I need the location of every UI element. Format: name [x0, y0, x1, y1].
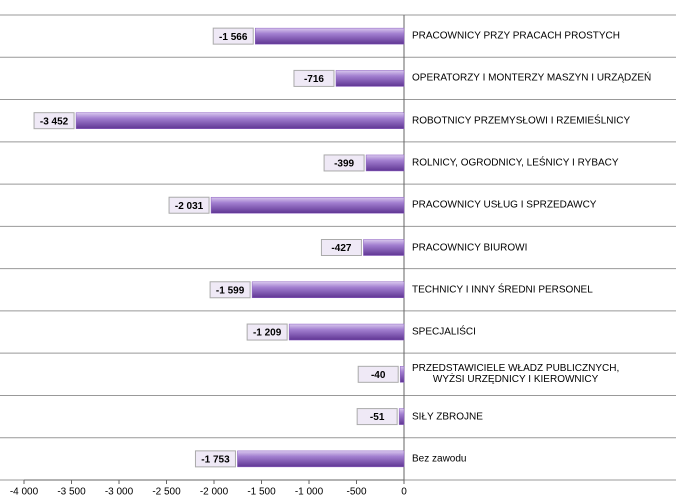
bar [365, 154, 405, 172]
value-label: -40 [371, 370, 386, 381]
value-label: -51 [370, 412, 385, 423]
bar [237, 450, 405, 468]
x-tick-label: -1 000 [295, 487, 324, 498]
bar [254, 27, 405, 45]
category-label: PRACOWNICY PRZY PRACACH PROSTYCH [412, 30, 620, 42]
value-label-box [209, 281, 251, 299]
value-label-box [168, 196, 210, 214]
value-label: -427 [331, 243, 351, 254]
category-label: TECHNICY I INNY ŚREDNI PERSONEL [412, 284, 593, 296]
bar [399, 366, 405, 383]
value-label: -1 753 [201, 455, 230, 466]
category-label: Bez zawodu [412, 453, 467, 465]
x-tick-label: -2 500 [152, 487, 181, 498]
category-label: PRZEDSTAWICIELE WŁADZ PUBLICZNYCH, WYŻSI… [412, 363, 620, 386]
x-tick-label: -3 000 [105, 487, 134, 498]
category-label: SPECJALIŚCI [412, 326, 476, 338]
value-label-box [323, 154, 365, 172]
x-tick-label: -500 [346, 487, 366, 498]
value-label-box [194, 450, 236, 468]
x-tick-label: 0 [401, 487, 407, 498]
category-label: SIŁY ZBROJNE [412, 411, 483, 423]
value-label: -1 599 [216, 285, 245, 296]
category-label: ROBOTNICY PRZEMYSŁOWI I RZEMIEŚLNICY [412, 115, 631, 127]
bar [288, 323, 405, 341]
category-label: OPERATORZY I MONTERZY MASZYN I URZĄDZEŃ [412, 72, 652, 84]
value-label-box [320, 239, 362, 256]
value-label: -716 [304, 74, 324, 85]
value-label-box [357, 365, 399, 383]
x-tick-label: -3 500 [57, 487, 86, 498]
bar [363, 239, 405, 256]
value-label-box [293, 69, 335, 87]
x-tick-label: -1 500 [247, 487, 276, 498]
value-label: -1 209 [253, 328, 282, 339]
value-label-box [246, 323, 288, 341]
bar [398, 408, 405, 425]
value-label: -1 566 [219, 32, 248, 43]
bar [335, 70, 405, 87]
x-tick-label: -4 000 [10, 487, 39, 498]
value-label: -399 [334, 159, 354, 170]
value-label: -3 452 [40, 116, 69, 127]
value-label-box [212, 27, 254, 45]
bar [251, 281, 405, 299]
value-label-box [33, 112, 75, 130]
bar [75, 112, 405, 129]
bar [210, 196, 405, 214]
category-label: PRACOWNICY BIUROWI [412, 242, 528, 253]
value-label-box [356, 408, 398, 426]
category-label: ROLNICY, OGRODNICY, LEŚNICY I RYBACY [412, 157, 619, 169]
category-label: PRACOWNICY USŁUG I SPRZEDAWCY [412, 199, 597, 211]
value-label: -2 031 [175, 201, 204, 212]
x-tick-label: -2 000 [200, 487, 229, 498]
